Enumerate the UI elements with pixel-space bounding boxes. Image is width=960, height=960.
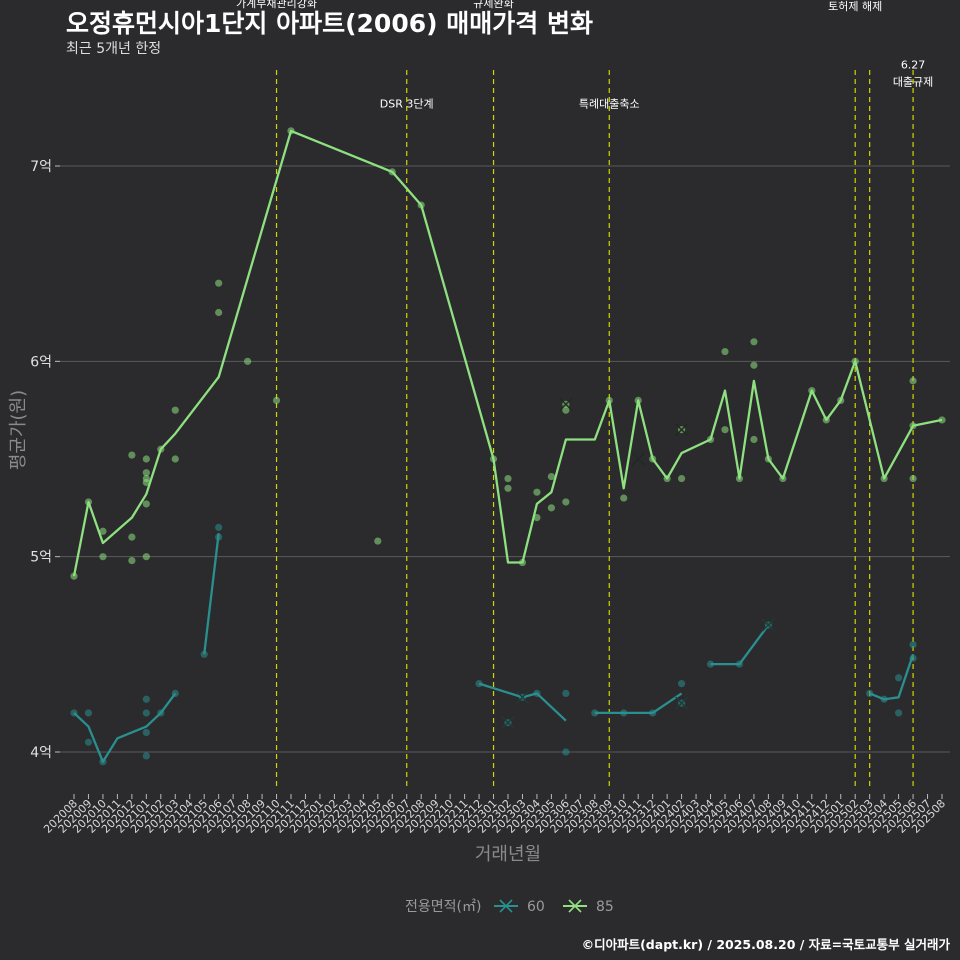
chart-title: 오정휴먼시아1단지 아파트(2006) 매매가격 변화 <box>66 9 593 38</box>
data-point <box>215 523 223 531</box>
data-point <box>171 406 179 414</box>
data-point <box>272 396 281 405</box>
cross-marker <box>631 452 645 466</box>
policy-annotation: 특례대출축소 <box>579 97 640 110</box>
policy-lines <box>275 70 914 790</box>
policy-annotation: '21.10.26가계부채관리강화 <box>236 0 317 10</box>
data-point <box>142 752 150 760</box>
data-point <box>620 494 628 502</box>
series-line <box>710 624 770 666</box>
data-point <box>171 455 179 463</box>
data-point <box>562 498 570 506</box>
cross-marker <box>675 423 689 437</box>
data-point <box>475 680 483 688</box>
data-point <box>200 650 208 658</box>
data-point <box>142 455 150 463</box>
data-point <box>562 689 570 698</box>
data-point <box>142 553 150 561</box>
series-line <box>869 653 915 701</box>
data-point <box>142 469 150 477</box>
data-point <box>84 709 93 717</box>
data-point <box>128 451 136 459</box>
data-point <box>84 738 93 746</box>
data-point <box>750 361 758 369</box>
series-line <box>594 692 683 715</box>
data-point <box>128 556 136 565</box>
data-point <box>215 308 223 317</box>
data-point <box>374 537 382 545</box>
series-line <box>72 129 943 577</box>
data-point <box>547 504 556 512</box>
data-point <box>750 338 758 346</box>
data-point <box>721 426 729 434</box>
data-point <box>99 553 107 561</box>
data-point <box>562 406 570 414</box>
policy-annotation: DSR 3단계 <box>380 97 434 110</box>
data-point <box>504 484 512 492</box>
y-tick-label: 6억 <box>30 354 52 370</box>
legend-label-85: 85 <box>596 899 614 915</box>
data-point <box>909 474 917 483</box>
cross-marker <box>501 716 515 730</box>
legend: 전용면적(㎡) 60 85 <box>405 899 614 915</box>
data-point <box>909 377 917 385</box>
series-layer <box>70 127 946 766</box>
data-point <box>142 728 150 737</box>
policy-annotation: 1.3규제완화 <box>473 0 513 10</box>
annotation-layer: '21.10.26가계부채관리강화 DSR 3단계 1.3규제완화특례대출축소 토허제… <box>236 0 933 110</box>
y-tick-label: 4억 <box>30 745 52 761</box>
data-point <box>678 680 686 688</box>
chart-subtitle: 최근 5개년 한정 <box>66 41 162 57</box>
cross-marker <box>675 696 689 710</box>
data-point <box>99 527 107 535</box>
axis-layer: 4억5억6억7억20200820200920201020201120201220… <box>8 159 948 865</box>
cross-marker <box>559 397 573 411</box>
data-point <box>562 748 570 756</box>
data-point <box>142 695 150 703</box>
grid-layer <box>60 165 950 753</box>
policy-annotation: 6.27 대출규제 <box>893 58 933 88</box>
legend-title: 전용면적(㎡) <box>405 899 481 915</box>
data-point <box>721 347 729 356</box>
data-point <box>895 674 903 682</box>
data-point <box>142 500 150 508</box>
data-point <box>142 478 150 487</box>
series-line <box>73 692 177 763</box>
data-point <box>547 472 556 481</box>
data-point <box>142 709 150 717</box>
data-point <box>128 533 136 541</box>
y-tick-label: 7억 <box>30 159 52 175</box>
policy-annotation: 토허제 해제 <box>828 0 882 13</box>
data-point <box>533 488 541 496</box>
data-point <box>678 474 686 483</box>
legend-label-60: 60 <box>527 899 545 915</box>
data-point <box>750 435 758 444</box>
data-point <box>909 640 917 649</box>
y-tick-label: 5억 <box>30 550 52 566</box>
data-point <box>70 572 78 580</box>
y-axis-title: 평균가(원) <box>8 390 29 470</box>
source-caption: ©디아파트(dapt.kr) / 2025.08.20 / 자료=국토교통부 실… <box>581 937 950 952</box>
data-point <box>244 357 252 365</box>
data-point <box>895 709 903 717</box>
x-axis-title: 거래년월 <box>475 844 541 865</box>
legend-cross-85 <box>568 899 582 913</box>
cross-marker <box>761 618 775 632</box>
data-point <box>215 279 223 287</box>
series-85 <box>70 127 946 580</box>
series-line <box>478 682 567 722</box>
cross-marker <box>515 690 529 704</box>
legend-cross-60 <box>499 899 513 913</box>
data-point <box>504 474 512 483</box>
series-60 <box>70 523 917 766</box>
series-line <box>203 533 220 655</box>
